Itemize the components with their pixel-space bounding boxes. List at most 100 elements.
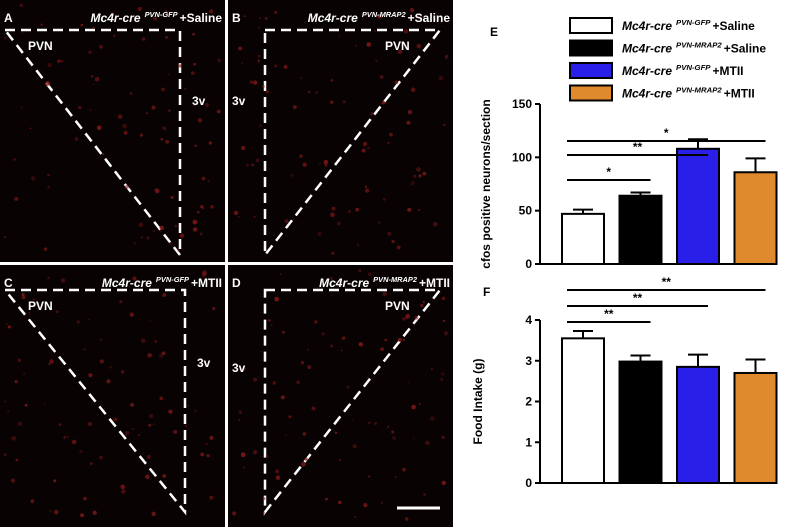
cell	[268, 319, 271, 322]
cell	[187, 404, 190, 407]
cell	[338, 283, 341, 285]
cell	[206, 453, 210, 458]
region-label: 3v	[232, 94, 246, 108]
y-axis-label: cfos positive neurons/section	[479, 99, 493, 268]
cell	[368, 475, 371, 478]
construct: PVN-MRAP2	[676, 86, 722, 95]
cell	[4, 400, 6, 403]
cell	[410, 87, 416, 93]
bar	[561, 212, 605, 266]
cell	[443, 331, 449, 336]
cell	[66, 435, 69, 438]
cell	[139, 133, 143, 137]
cell	[192, 32, 195, 36]
cell	[201, 176, 206, 181]
cell	[113, 417, 118, 422]
cell	[192, 219, 198, 225]
cell	[185, 425, 188, 428]
y-tick-label: 2	[525, 395, 532, 409]
cell	[240, 452, 246, 458]
cell	[209, 9, 214, 14]
cell	[257, 54, 261, 58]
cell	[441, 435, 445, 439]
micrograph	[0, 0, 225, 262]
cell	[272, 381, 276, 385]
treatment: +Saline	[180, 11, 223, 25]
cell	[403, 29, 409, 34]
treatment: +Saline	[712, 19, 755, 33]
cell	[210, 204, 214, 209]
cell	[441, 296, 446, 301]
cell	[422, 301, 425, 304]
cell	[169, 241, 173, 245]
cell	[244, 368, 246, 370]
cell	[179, 233, 185, 238]
cell	[28, 312, 31, 315]
cell	[441, 372, 445, 376]
cell	[319, 162, 321, 165]
cell	[17, 421, 23, 426]
rich-label: Mc4r-cre PVN-MRAP2 +MTII	[319, 275, 450, 290]
cell	[358, 342, 364, 347]
cell	[161, 351, 166, 356]
treatment: +Saline	[724, 42, 767, 56]
cell	[212, 307, 216, 311]
significance-label: *	[664, 126, 669, 140]
y-tick-label: 4	[525, 313, 532, 327]
cell	[342, 100, 346, 104]
cell	[192, 281, 195, 285]
genotype: Mc4r-cre	[102, 276, 152, 290]
cell	[140, 338, 146, 344]
cell	[47, 277, 50, 280]
y-tick-label: 50	[519, 204, 533, 218]
cell	[440, 377, 444, 381]
cell	[394, 476, 397, 478]
cell	[88, 373, 93, 378]
cell	[78, 105, 82, 110]
cell	[87, 421, 93, 427]
cell	[148, 423, 152, 427]
cell	[161, 87, 165, 92]
panel-letter: F	[483, 285, 490, 299]
construct: PVN-GFP	[156, 275, 189, 284]
cell	[387, 141, 390, 144]
cell	[300, 361, 305, 365]
cell	[83, 496, 87, 501]
cell	[296, 380, 301, 385]
genotype: Mc4r-cre	[622, 87, 672, 101]
cell	[329, 276, 334, 281]
cell	[208, 141, 213, 145]
cell	[30, 176, 36, 181]
cell	[315, 91, 319, 94]
cell	[414, 315, 419, 320]
cell	[290, 173, 294, 177]
cell	[331, 251, 335, 255]
construct: PVN-GFP	[145, 10, 178, 19]
cell	[162, 474, 167, 478]
cell	[444, 54, 449, 59]
cell	[29, 127, 32, 130]
cell	[159, 396, 164, 401]
cell	[299, 154, 303, 158]
cell	[129, 92, 133, 95]
cell	[391, 239, 395, 244]
cell	[194, 144, 198, 148]
cell	[382, 291, 387, 297]
cell	[258, 26, 261, 29]
cell	[324, 163, 328, 167]
cell	[330, 344, 334, 348]
cell	[190, 71, 195, 76]
cell	[56, 310, 59, 314]
cell	[43, 402, 46, 405]
cell	[83, 348, 86, 351]
pvn-outline	[263, 288, 443, 516]
construct: PVN-MRAP2	[362, 10, 407, 19]
cell	[392, 435, 397, 440]
cell	[146, 236, 150, 240]
legend-swatch	[569, 17, 613, 34]
cell	[159, 353, 164, 358]
genotype: Mc4r-cre	[308, 11, 358, 25]
cell	[133, 242, 137, 245]
cell	[264, 16, 268, 20]
cell	[377, 14, 382, 19]
